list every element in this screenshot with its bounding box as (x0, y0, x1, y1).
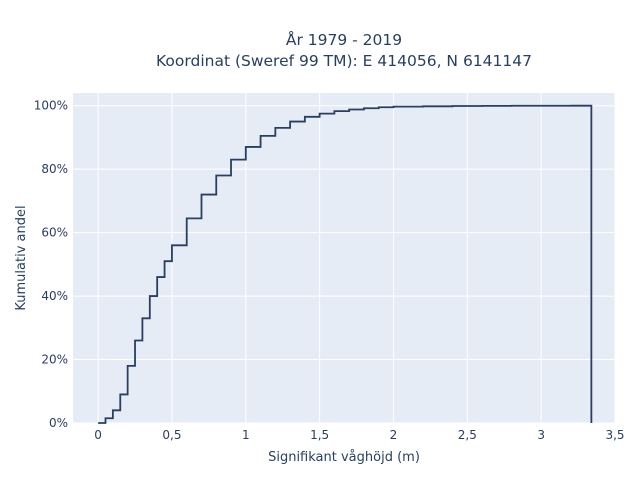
chart-title-line-1: År 1979 - 2019 (286, 30, 402, 49)
x-tick-label: 1,5 (310, 428, 329, 442)
x-axis-title: Signifikant våghöjd (m) (268, 450, 420, 465)
x-tick-label: 3,5 (605, 428, 624, 442)
y-tick-label: 0% (49, 416, 68, 430)
cdf-line (98, 104, 593, 424)
x-tick-label: 2 (390, 428, 398, 442)
y-tick-label: 100% (34, 99, 68, 113)
chart-title: År 1979 - 2019 Koordinat (Sweref 99 TM):… (156, 30, 532, 70)
x-tick-label: 0,5 (162, 428, 181, 442)
y-axis-title: Kumulativ andel (14, 205, 29, 310)
x-tick-label: 1 (242, 428, 250, 442)
y-axis-ticks: 0% 20% 40% 60% 80% 100% (34, 99, 68, 430)
y-tick-label: 80% (41, 162, 68, 176)
x-axis-ticks: 0 0,5 1 1,5 2 2,5 3 3,5 (94, 428, 624, 442)
chart-title-line-2: Koordinat (Sweref 99 TM): E 414056, N 61… (156, 52, 532, 70)
x-tick-label: 2,5 (458, 428, 477, 442)
series-layer (98, 104, 593, 424)
y-tick-label: 60% (41, 226, 68, 240)
y-tick-label: 40% (41, 289, 68, 303)
x-tick-label: 0 (94, 428, 102, 442)
x-tick-label: 3 (537, 428, 545, 442)
plot-area (73, 93, 615, 423)
y-tick-label: 20% (41, 353, 68, 367)
